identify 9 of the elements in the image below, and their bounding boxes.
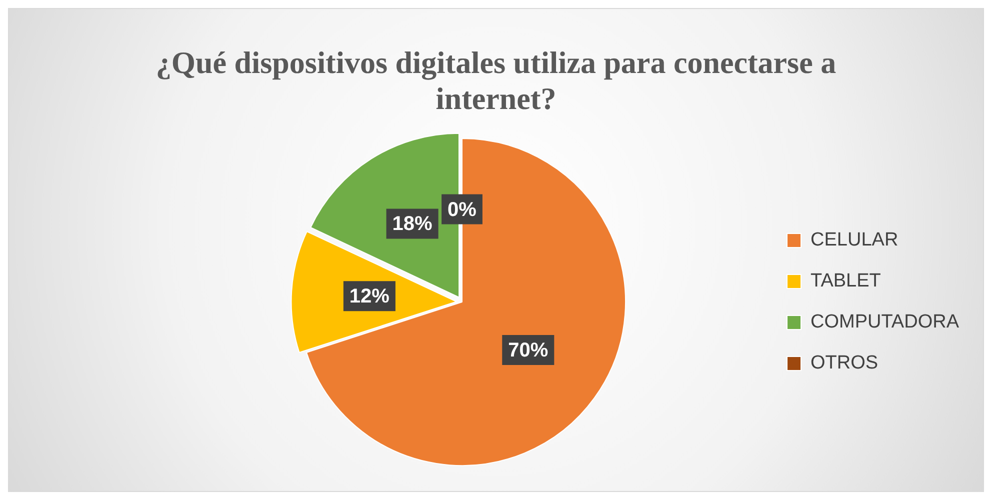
data-label: 18% [392, 213, 433, 236]
legend-label: COMPUTADORA [810, 312, 960, 333]
legend-label: OTROS [810, 352, 878, 374]
chart-title: ¿Qué dispositivos digitales utiliza para conectarse a internet? [154, 44, 838, 117]
data-label: 12% [349, 286, 390, 308]
text: 0% [448, 198, 476, 221]
legend-label: CELULAR [810, 230, 898, 251]
legend-label: TABLET [810, 270, 882, 292]
data-label: 70% [508, 340, 548, 362]
